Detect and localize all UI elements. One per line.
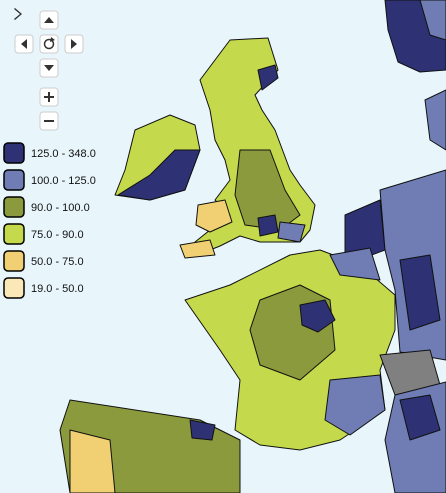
reset[interactable] bbox=[39, 34, 59, 54]
italy-north bbox=[399, 394, 441, 441]
baltic bbox=[424, 89, 446, 151]
legend-label: 75.0 - 90.0 bbox=[31, 229, 84, 241]
cornwall bbox=[179, 239, 216, 259]
regions bbox=[59, 0, 446, 493]
controls bbox=[14, 8, 84, 131]
legend-label: 100.0 - 125.0 bbox=[31, 175, 96, 187]
ireland-east bbox=[117, 149, 201, 201]
legend-label: 19.0 - 50.0 bbox=[31, 283, 84, 295]
germany-south bbox=[399, 254, 441, 331]
legend-label: 50.0 - 75.0 bbox=[31, 256, 84, 268]
legend-swatch bbox=[3, 250, 25, 272]
pan-left[interactable] bbox=[14, 34, 34, 54]
legend: 125.0 - 348.0 100.0 - 125.0 90.0 - 100.0 75… bbox=[3, 142, 96, 299]
scotland-east bbox=[257, 64, 279, 91]
legend-swatch bbox=[3, 277, 25, 299]
legend-label: 125.0 - 348.0 bbox=[31, 148, 96, 160]
pan-right[interactable] bbox=[64, 34, 84, 54]
belgium bbox=[329, 247, 381, 281]
london bbox=[257, 214, 279, 237]
paris bbox=[299, 299, 336, 333]
toggle-panel[interactable] bbox=[14, 8, 22, 20]
france-south bbox=[324, 374, 386, 436]
scandinavia-east bbox=[419, 0, 446, 41]
england-mid bbox=[234, 149, 301, 231]
legend-swatch bbox=[3, 223, 25, 245]
se-england bbox=[277, 221, 306, 243]
legend-swatch bbox=[3, 196, 25, 218]
legend-swatch bbox=[3, 142, 25, 164]
wales bbox=[195, 199, 233, 233]
pan-down[interactable] bbox=[39, 58, 59, 78]
pan-up[interactable] bbox=[39, 10, 59, 30]
zoom-out[interactable] bbox=[39, 111, 59, 131]
legend-swatch bbox=[3, 169, 25, 191]
zoom-in[interactable] bbox=[39, 87, 59, 107]
spain-north bbox=[189, 419, 216, 441]
legend-label: 90.0 - 100.0 bbox=[31, 202, 90, 214]
portugal bbox=[69, 429, 116, 493]
